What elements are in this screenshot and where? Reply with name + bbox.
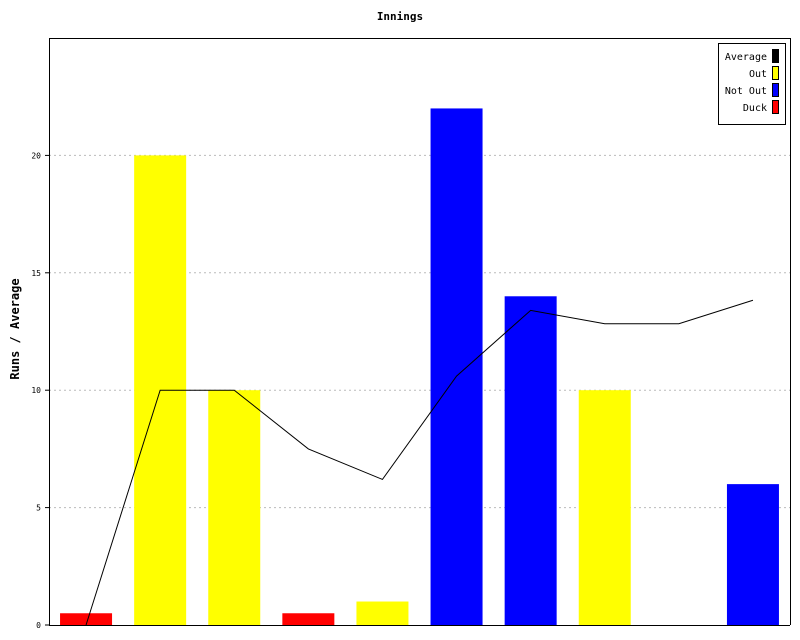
y-tick-label: 15 — [31, 269, 41, 278]
legend-label: Duck — [743, 103, 767, 114]
y-tick-label: 0 — [36, 621, 41, 630]
bar-out — [356, 601, 409, 625]
legend-swatch — [772, 66, 779, 80]
bar-out — [578, 390, 631, 625]
y-tick-label: 20 — [31, 151, 41, 160]
average-line — [85, 299, 754, 626]
bar-not-out — [726, 484, 779, 625]
bar-not-out — [504, 296, 557, 625]
bar-not-out — [430, 108, 483, 625]
legend-label: Average — [725, 52, 767, 63]
legend-swatch — [772, 100, 779, 114]
legend-swatch — [772, 83, 779, 97]
legend-label: Not Out — [725, 86, 767, 97]
bar-duck — [60, 613, 113, 625]
bar-duck — [282, 613, 335, 625]
legend-label: Out — [749, 69, 767, 80]
legend-swatch — [772, 49, 779, 63]
chart-title: Innings — [376, 10, 424, 23]
y-tick-label: 5 — [36, 504, 41, 513]
y-tick-label: 10 — [31, 386, 41, 395]
bar-out — [208, 390, 261, 625]
